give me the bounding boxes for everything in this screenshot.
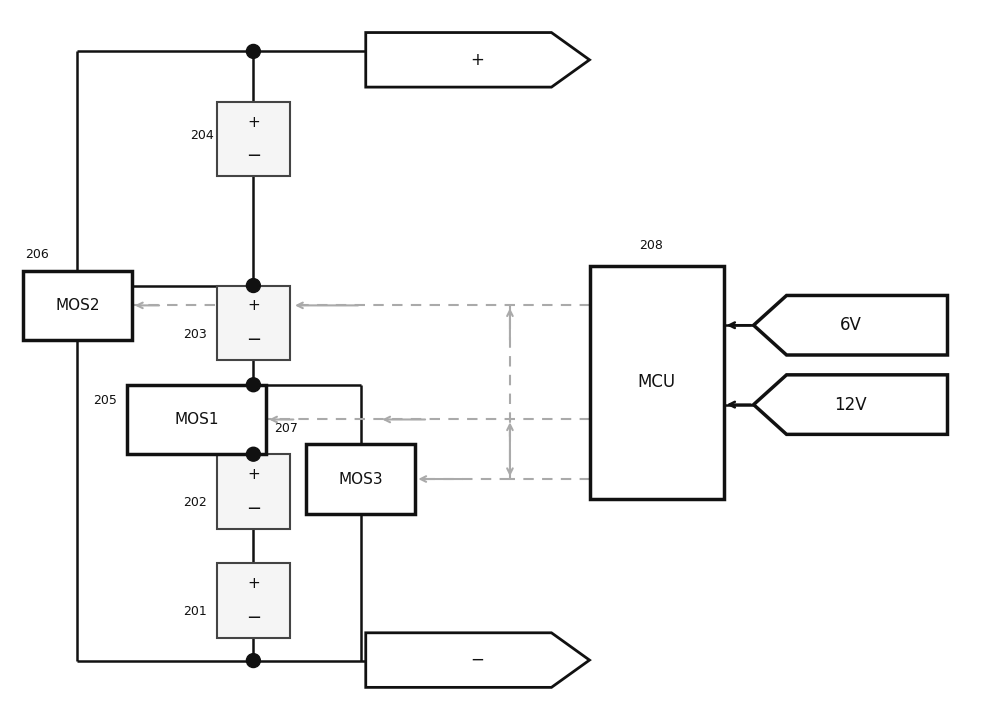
Text: 206: 206 [25, 248, 48, 262]
Bar [217, 454, 290, 529]
Text: MCU: MCU [638, 373, 676, 391]
Bar [590, 266, 724, 499]
Text: +: + [247, 115, 260, 130]
Text: +: + [247, 298, 260, 313]
Bar [217, 286, 290, 360]
Text: MOS2: MOS2 [55, 298, 100, 313]
Bar [217, 564, 290, 638]
Text: 208: 208 [639, 239, 663, 252]
Text: 207: 207 [274, 422, 298, 435]
Text: 12V: 12V [834, 396, 867, 413]
Circle shape [246, 45, 260, 58]
Text: MOS1: MOS1 [174, 412, 219, 427]
Circle shape [246, 279, 260, 293]
Text: 201: 201 [183, 605, 207, 618]
Text: −: − [246, 608, 261, 627]
Polygon shape [366, 633, 590, 687]
Circle shape [246, 447, 260, 461]
Text: 203: 203 [183, 328, 207, 340]
Text: 204: 204 [190, 129, 214, 143]
Bar [23, 271, 132, 340]
Text: +: + [471, 51, 485, 69]
Circle shape [246, 378, 260, 391]
Polygon shape [754, 296, 948, 355]
Text: 205: 205 [93, 394, 117, 407]
Text: +: + [247, 576, 260, 591]
Text: −: − [471, 651, 485, 669]
Text: 202: 202 [183, 496, 207, 509]
Bar [217, 102, 290, 177]
Text: −: − [246, 331, 261, 349]
Polygon shape [754, 375, 948, 435]
Bar [127, 385, 266, 454]
Text: MOS3: MOS3 [338, 471, 383, 486]
Text: +: + [247, 467, 260, 482]
Text: −: − [246, 147, 261, 165]
Polygon shape [366, 33, 590, 87]
Circle shape [246, 654, 260, 668]
Text: −: − [246, 500, 261, 518]
Text: 6V: 6V [840, 316, 861, 334]
Bar [306, 445, 415, 514]
